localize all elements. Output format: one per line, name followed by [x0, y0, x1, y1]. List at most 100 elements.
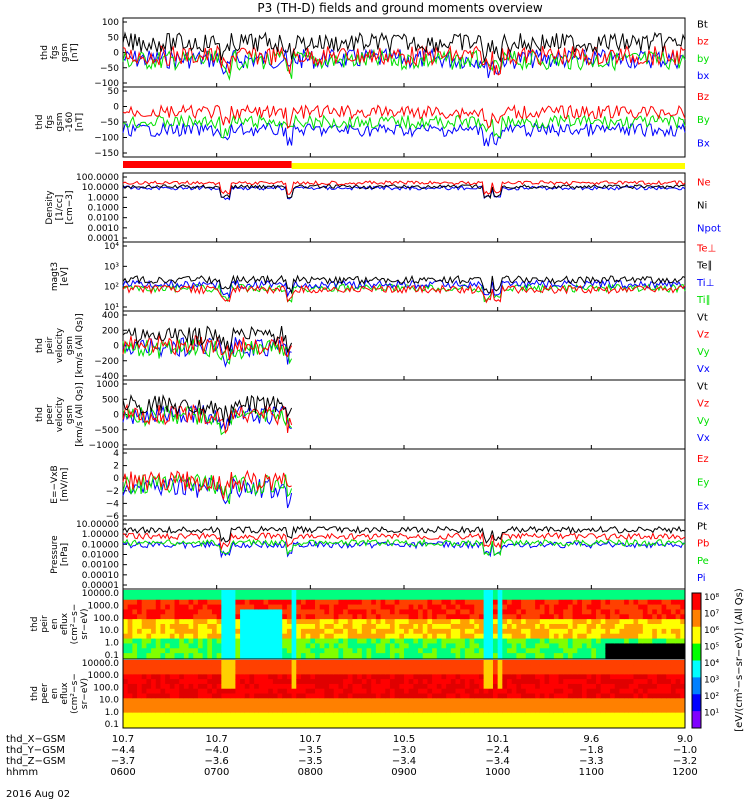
heatmap-cell — [507, 698, 513, 704]
heatmap-cell — [165, 638, 171, 644]
heatmap-cell — [151, 609, 157, 615]
heatmap-cell — [432, 722, 438, 728]
heatmap-cell — [567, 648, 574, 654]
heatmap-cell — [478, 703, 485, 709]
heatmap-cell — [226, 594, 232, 601]
heatmap-cell — [291, 683, 297, 690]
heatmap-cell — [647, 604, 653, 610]
heatmap-cell — [286, 599, 293, 606]
heatmap-cell — [240, 594, 246, 601]
heatmap-cell — [408, 604, 414, 610]
heatmap-cell — [258, 669, 264, 675]
heatmap-cell — [404, 638, 410, 644]
heatmap-cell — [333, 683, 339, 690]
heatmap-cell — [211, 648, 218, 654]
heatmap-cell — [507, 722, 513, 728]
heatmap-cell — [333, 614, 339, 620]
heatmap-cell — [596, 712, 602, 718]
heatmap-cell — [413, 633, 419, 640]
heatmap-cell — [436, 633, 442, 640]
heatmap-cell — [380, 683, 386, 690]
heatmap-cell — [600, 722, 606, 728]
heatmap-cell — [137, 594, 143, 601]
heatmap-cell — [577, 660, 583, 666]
heatmap-cell — [422, 683, 428, 690]
heatmap-cell — [544, 633, 550, 640]
heatmap-cell — [366, 707, 372, 714]
heatmap-cell — [464, 707, 471, 714]
legend-entry: Vy — [697, 416, 710, 427]
y-tick-label: 50 — [108, 87, 120, 97]
heatmap-cell — [127, 707, 133, 714]
heatmap-cell — [249, 660, 255, 666]
heatmap-cell — [188, 614, 194, 620]
heatmap-cell — [577, 679, 583, 685]
heatmap-cell — [315, 638, 321, 644]
heatmap-cell — [249, 722, 255, 728]
heatmap-cell — [516, 660, 522, 666]
heatmap-cell — [361, 614, 368, 620]
heatmap-cell — [244, 717, 250, 723]
heatmap-cell — [286, 664, 293, 671]
heatmap-cell — [638, 614, 644, 620]
heatmap-cell — [394, 628, 400, 635]
heatmap-cell — [197, 590, 204, 596]
heatmap-cell — [647, 683, 653, 690]
heatmap-cell — [502, 614, 508, 620]
heatmap-cell — [230, 643, 236, 649]
heatmap-cell — [146, 599, 152, 606]
heatmap-cell — [211, 599, 218, 606]
heatmap-cell — [675, 609, 681, 615]
legend-entry: Ti⊥ — [696, 278, 714, 289]
heatmap-cell — [202, 664, 208, 671]
heatmap-cell — [268, 664, 274, 671]
heatmap-cell — [221, 628, 227, 635]
heatmap-cell — [455, 712, 461, 718]
heatmap-cell — [371, 717, 377, 723]
heatmap-cell — [315, 679, 321, 685]
heatmap-cell — [324, 614, 330, 620]
heatmap-cell — [549, 590, 555, 596]
heatmap-cell — [249, 707, 255, 714]
heatmap-cell — [211, 660, 218, 666]
y-axis-label: fgs — [50, 45, 60, 59]
heatmap-cell — [558, 679, 564, 685]
heatmap-cell — [642, 590, 649, 596]
heatmap-cell — [605, 609, 611, 615]
heatmap-cell — [188, 674, 194, 680]
heatmap-cell — [596, 604, 602, 610]
heatmap-cell — [427, 693, 433, 699]
legend-entry: Vz — [697, 330, 709, 341]
heatmap-cell — [137, 679, 143, 685]
colorbar-segment — [692, 626, 701, 645]
heatmap-cell — [610, 674, 616, 680]
heatmap-cell — [638, 693, 644, 699]
heatmap-cell — [488, 609, 494, 615]
heatmap-cell — [123, 633, 129, 640]
heatmap-cell — [624, 590, 630, 596]
heatmap-cell — [230, 633, 236, 640]
heatmap-cell — [544, 683, 550, 690]
heatmap-cell — [596, 653, 602, 659]
heatmap-cell — [155, 628, 161, 635]
heatmap-cell — [361, 693, 368, 699]
heatmap-cell — [230, 664, 236, 671]
heatmap-cell — [277, 674, 283, 680]
x-tick-label: 9.0 — [677, 734, 693, 745]
y-axis-label: [eV] — [60, 267, 70, 286]
heatmap-cell — [441, 688, 447, 694]
heatmap-cell — [310, 703, 316, 709]
y-axis-label: thd — [35, 115, 45, 130]
heatmap-cell — [179, 679, 185, 685]
heatmap-cell — [389, 614, 396, 620]
y-tick-label: 0.1 — [105, 720, 119, 730]
heatmap-cell — [624, 604, 630, 610]
heatmap-cell — [638, 624, 644, 630]
heatmap-cell — [638, 643, 644, 649]
heatmap-cell — [399, 648, 405, 654]
heatmap-cell — [460, 664, 466, 671]
heatmap-cell — [577, 653, 583, 659]
heatmap-cell — [132, 707, 138, 714]
heatmap-cell — [432, 679, 438, 685]
heatmap-cell — [296, 594, 302, 601]
